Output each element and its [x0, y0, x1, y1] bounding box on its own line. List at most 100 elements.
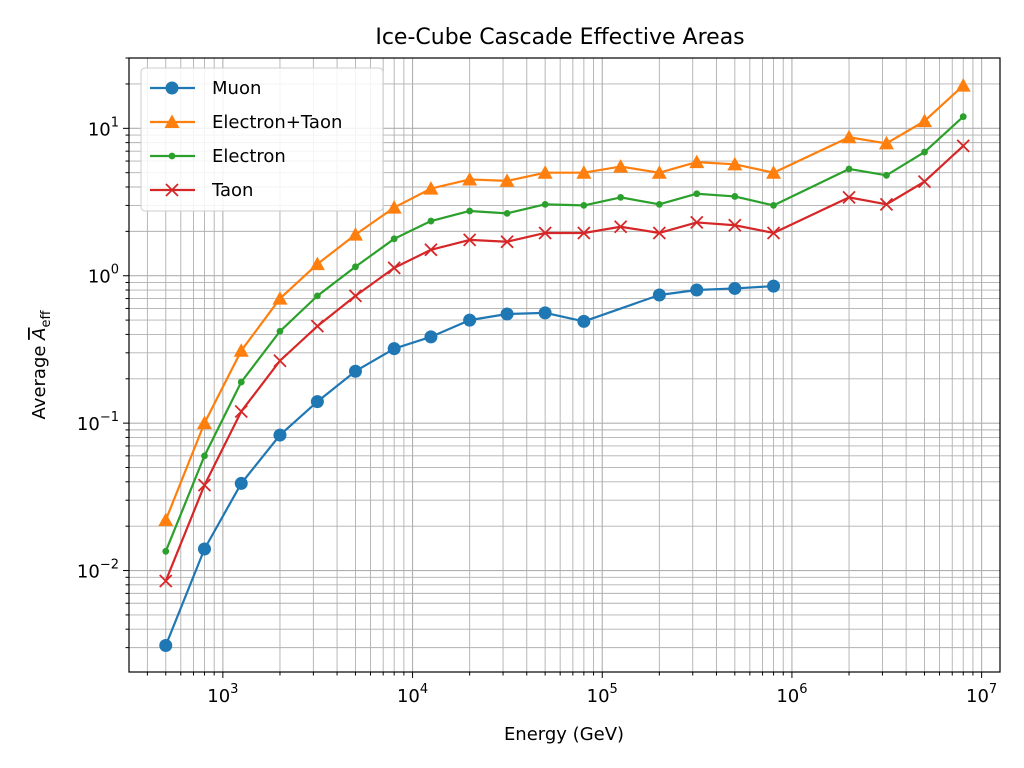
- data-point: [348, 364, 362, 378]
- data-point: [347, 227, 363, 241]
- data-point: [727, 156, 743, 171]
- data-point: [879, 197, 894, 211]
- x-marker-stroke: [956, 139, 970, 153]
- plot-frame: [128, 57, 1001, 673]
- data-point: [652, 288, 666, 302]
- data-point: [693, 190, 701, 198]
- series-lines: [158, 78, 971, 653]
- data-point: [541, 200, 549, 208]
- x-tick-label: 104: [397, 682, 428, 707]
- y-axis-label: Average Aeff: [29, 310, 54, 420]
- data-point: [617, 193, 625, 201]
- x-marker-stroke: [348, 289, 363, 303]
- data-point: [500, 307, 514, 321]
- data-point: [883, 171, 890, 179]
- data-point: [387, 261, 401, 275]
- y-tick-label: 100: [88, 263, 119, 288]
- legend-label: Electron: [212, 146, 286, 167]
- data-point: [613, 220, 628, 234]
- chart-title: Ice-Cube Cascade Effective Areas: [375, 25, 744, 50]
- y-tick-label: 10−2: [77, 558, 119, 583]
- y-tick-label-exponent: −2: [100, 558, 119, 573]
- x-marker-stroke: [424, 243, 438, 257]
- data-point: [651, 165, 667, 179]
- legend-item-electron-taon: Electron+Taon: [150, 112, 342, 133]
- data-point: [164, 114, 180, 128]
- x-marker-stroke: [917, 174, 932, 189]
- data-point: [917, 174, 932, 189]
- y-axis-label-symbol: A: [29, 328, 50, 341]
- y-tick-label-base: 10: [77, 414, 100, 435]
- data-point: [842, 190, 856, 205]
- data-point: [313, 292, 321, 300]
- data-point: [462, 171, 478, 186]
- data-point: [580, 202, 588, 209]
- data-point: [463, 313, 477, 327]
- x-marker-stroke: [613, 220, 628, 234]
- x-marker-stroke: [273, 354, 287, 368]
- data-point: [272, 291, 288, 305]
- series-line-muon: [164, 285, 774, 646]
- data-point: [159, 639, 173, 653]
- x-tick-label-exponent: 7: [989, 682, 997, 697]
- data-point: [424, 243, 438, 257]
- data-point: [652, 226, 666, 240]
- data-point: [576, 165, 592, 179]
- legend-label: Taon: [211, 180, 253, 201]
- data-point: [466, 207, 474, 215]
- data-point: [500, 235, 514, 249]
- x-tick-label: 107: [966, 682, 997, 707]
- x-marker-stroke: [234, 404, 248, 419]
- y-tick-label: 101: [88, 115, 119, 140]
- data-point: [273, 354, 287, 368]
- data-point: [234, 476, 248, 490]
- data-point: [770, 202, 777, 209]
- data-point: [577, 226, 591, 240]
- x-axis-label: Energy (GeV): [504, 724, 624, 745]
- data-point: [423, 181, 439, 195]
- data-point: [427, 217, 435, 225]
- data-point: [348, 289, 363, 303]
- data-point: [309, 256, 325, 271]
- data-point: [424, 330, 438, 344]
- x-marker-stroke: [690, 215, 704, 230]
- data-point: [162, 547, 170, 555]
- y-tick-label-exponent: 0: [111, 263, 119, 278]
- data-point: [276, 327, 284, 335]
- data-point: [201, 452, 208, 460]
- series-electron-taon: [158, 78, 971, 527]
- x-marker-stroke: [197, 478, 212, 492]
- data-point: [959, 113, 967, 121]
- x-marker-stroke: [538, 226, 552, 240]
- data-point: [655, 200, 663, 208]
- x-marker-stroke: [387, 261, 401, 275]
- data-point: [233, 343, 249, 357]
- y-tick-label-base: 10: [77, 562, 100, 583]
- data-point: [537, 165, 553, 179]
- data-point: [159, 574, 173, 588]
- data-point: [538, 226, 552, 240]
- data-point: [917, 113, 933, 128]
- data-point: [499, 173, 515, 187]
- data-point: [197, 542, 211, 556]
- legend-item-taon: Taon: [150, 180, 253, 201]
- data-point: [352, 263, 359, 271]
- x-marker-stroke: [577, 226, 591, 240]
- x-marker-stroke: [500, 235, 514, 249]
- data-point: [234, 404, 248, 419]
- y-tick-label: 10−1: [77, 410, 119, 435]
- data-point: [955, 78, 971, 92]
- data-point: [690, 283, 704, 297]
- data-point: [310, 319, 325, 333]
- legend-item-muon: Muon: [150, 78, 261, 99]
- x-tick-label-exponent: 3: [230, 682, 238, 697]
- x-marker-stroke: [463, 233, 477, 247]
- data-point: [731, 193, 739, 200]
- data-point: [197, 478, 212, 492]
- x-tick-label: 105: [587, 682, 618, 707]
- data-point: [845, 165, 853, 173]
- x-marker-stroke: [728, 218, 742, 232]
- data-point: [503, 209, 511, 217]
